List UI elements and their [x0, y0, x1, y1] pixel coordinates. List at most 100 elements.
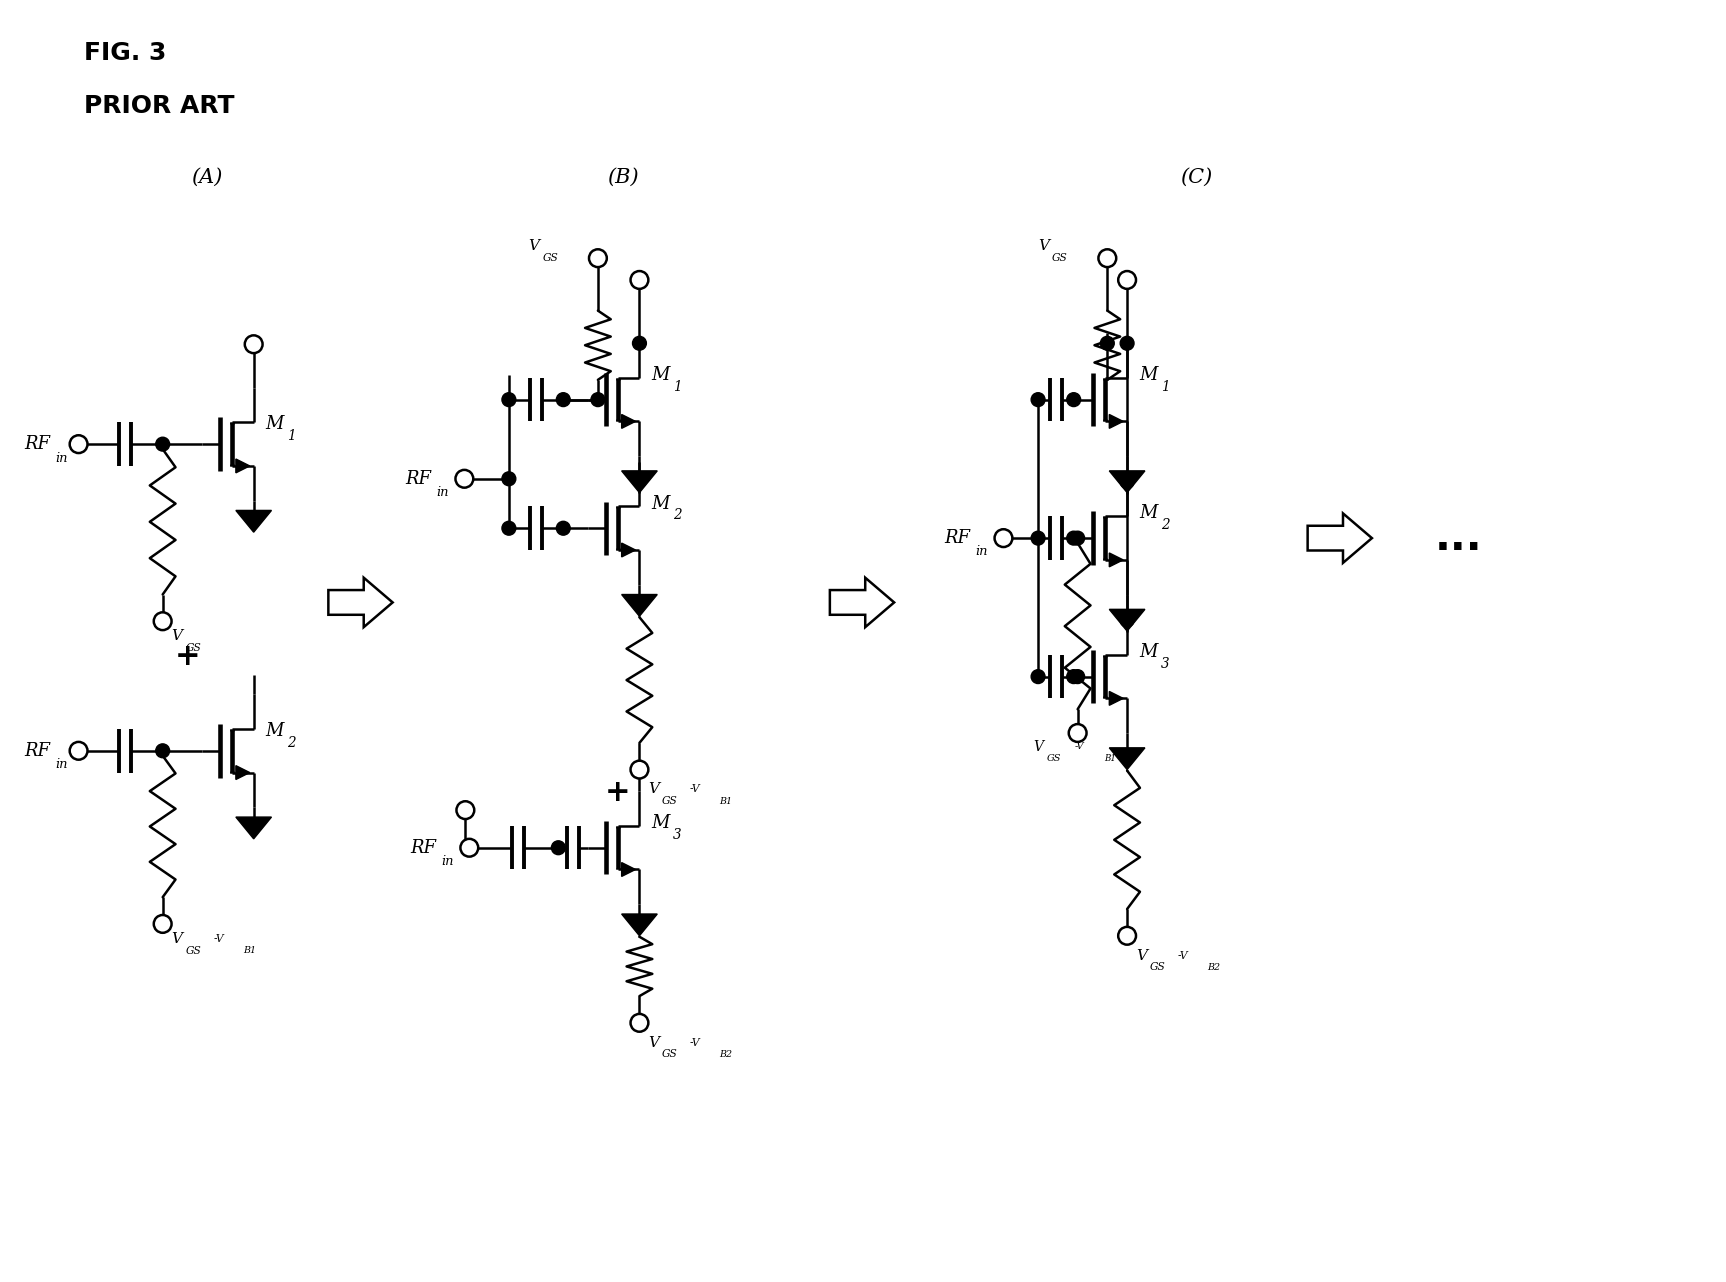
Circle shape [1118, 927, 1136, 945]
Circle shape [155, 437, 169, 451]
Text: GS: GS [663, 1050, 678, 1059]
Text: ...: ... [1434, 517, 1483, 559]
Circle shape [632, 336, 646, 350]
Polygon shape [621, 595, 658, 617]
Circle shape [1120, 613, 1134, 627]
Circle shape [69, 436, 88, 453]
Circle shape [1070, 531, 1084, 545]
Circle shape [1120, 336, 1134, 350]
Text: V: V [171, 932, 183, 946]
Text: V: V [171, 629, 183, 644]
Text: in: in [55, 451, 69, 464]
Circle shape [1118, 271, 1136, 288]
Text: 3: 3 [673, 828, 682, 842]
Text: (A): (A) [192, 168, 223, 187]
Circle shape [456, 801, 475, 819]
Text: GS: GS [185, 946, 202, 955]
Text: -V: -V [212, 933, 224, 944]
Text: in: in [975, 545, 989, 559]
Circle shape [502, 392, 516, 406]
Text: -V: -V [1177, 950, 1187, 960]
Circle shape [556, 392, 570, 406]
Text: GS: GS [185, 644, 202, 653]
Text: 1: 1 [287, 429, 295, 444]
Text: M: M [1139, 504, 1158, 522]
Polygon shape [1110, 747, 1144, 769]
Circle shape [1101, 336, 1115, 350]
Polygon shape [621, 914, 658, 936]
Text: M: M [266, 722, 283, 740]
Circle shape [502, 472, 516, 486]
Text: 2: 2 [1162, 518, 1169, 532]
Text: GS: GS [663, 796, 678, 806]
Circle shape [630, 271, 649, 288]
Text: -V: -V [690, 785, 701, 795]
Text: in: in [437, 486, 449, 499]
Polygon shape [1110, 691, 1124, 705]
Text: RF: RF [24, 435, 50, 453]
Circle shape [590, 392, 604, 406]
Circle shape [1120, 474, 1134, 488]
Circle shape [589, 249, 608, 267]
Circle shape [245, 336, 262, 353]
Circle shape [1070, 669, 1084, 683]
Polygon shape [1110, 553, 1124, 567]
Text: B2: B2 [720, 1050, 732, 1059]
Text: GS: GS [1150, 963, 1165, 973]
Polygon shape [236, 510, 271, 532]
Circle shape [1067, 392, 1080, 406]
Text: V: V [1037, 240, 1049, 254]
Circle shape [1067, 531, 1080, 545]
Polygon shape [1110, 609, 1144, 631]
Text: V: V [649, 1036, 659, 1050]
Text: B2: B2 [1206, 963, 1220, 972]
Text: 1: 1 [673, 379, 682, 394]
Text: V: V [528, 240, 540, 254]
Text: M: M [651, 495, 670, 513]
Polygon shape [621, 863, 635, 877]
Polygon shape [621, 470, 658, 492]
Text: -V: -V [1075, 742, 1084, 751]
Polygon shape [236, 459, 250, 473]
Polygon shape [236, 817, 271, 838]
Text: M: M [1139, 642, 1158, 662]
Circle shape [154, 613, 171, 631]
Circle shape [1030, 392, 1044, 406]
Circle shape [1068, 724, 1087, 742]
Text: 1: 1 [1162, 379, 1169, 394]
Circle shape [630, 760, 649, 778]
Text: V: V [649, 782, 659, 796]
Text: M: M [651, 814, 670, 832]
Text: in: in [442, 855, 454, 868]
Polygon shape [1308, 513, 1372, 563]
Circle shape [1030, 669, 1044, 683]
Text: FIG. 3: FIG. 3 [83, 41, 166, 65]
Polygon shape [1110, 470, 1144, 492]
Text: RF: RF [24, 742, 50, 760]
Text: 3: 3 [1162, 656, 1169, 670]
Text: (B): (B) [608, 168, 639, 187]
Circle shape [556, 522, 570, 535]
Text: 2: 2 [673, 509, 682, 522]
Circle shape [154, 915, 171, 933]
Text: V: V [1034, 740, 1043, 754]
Circle shape [155, 744, 169, 758]
Text: (C): (C) [1181, 168, 1212, 187]
Text: -V: -V [690, 1037, 701, 1047]
Polygon shape [830, 578, 894, 627]
Text: GS: GS [1048, 754, 1061, 763]
Text: +: + [174, 642, 200, 672]
Text: PRIOR ART: PRIOR ART [83, 94, 235, 118]
Text: M: M [1139, 365, 1158, 383]
Circle shape [630, 1014, 649, 1032]
Text: 2: 2 [287, 736, 295, 750]
Polygon shape [621, 414, 635, 428]
Circle shape [551, 841, 564, 855]
Text: GS: GS [1051, 253, 1068, 263]
Text: B1: B1 [1105, 754, 1117, 763]
Circle shape [994, 529, 1013, 547]
Text: RF: RF [944, 529, 970, 547]
Circle shape [1067, 669, 1080, 683]
Polygon shape [1110, 414, 1124, 428]
Text: B1: B1 [243, 946, 255, 955]
